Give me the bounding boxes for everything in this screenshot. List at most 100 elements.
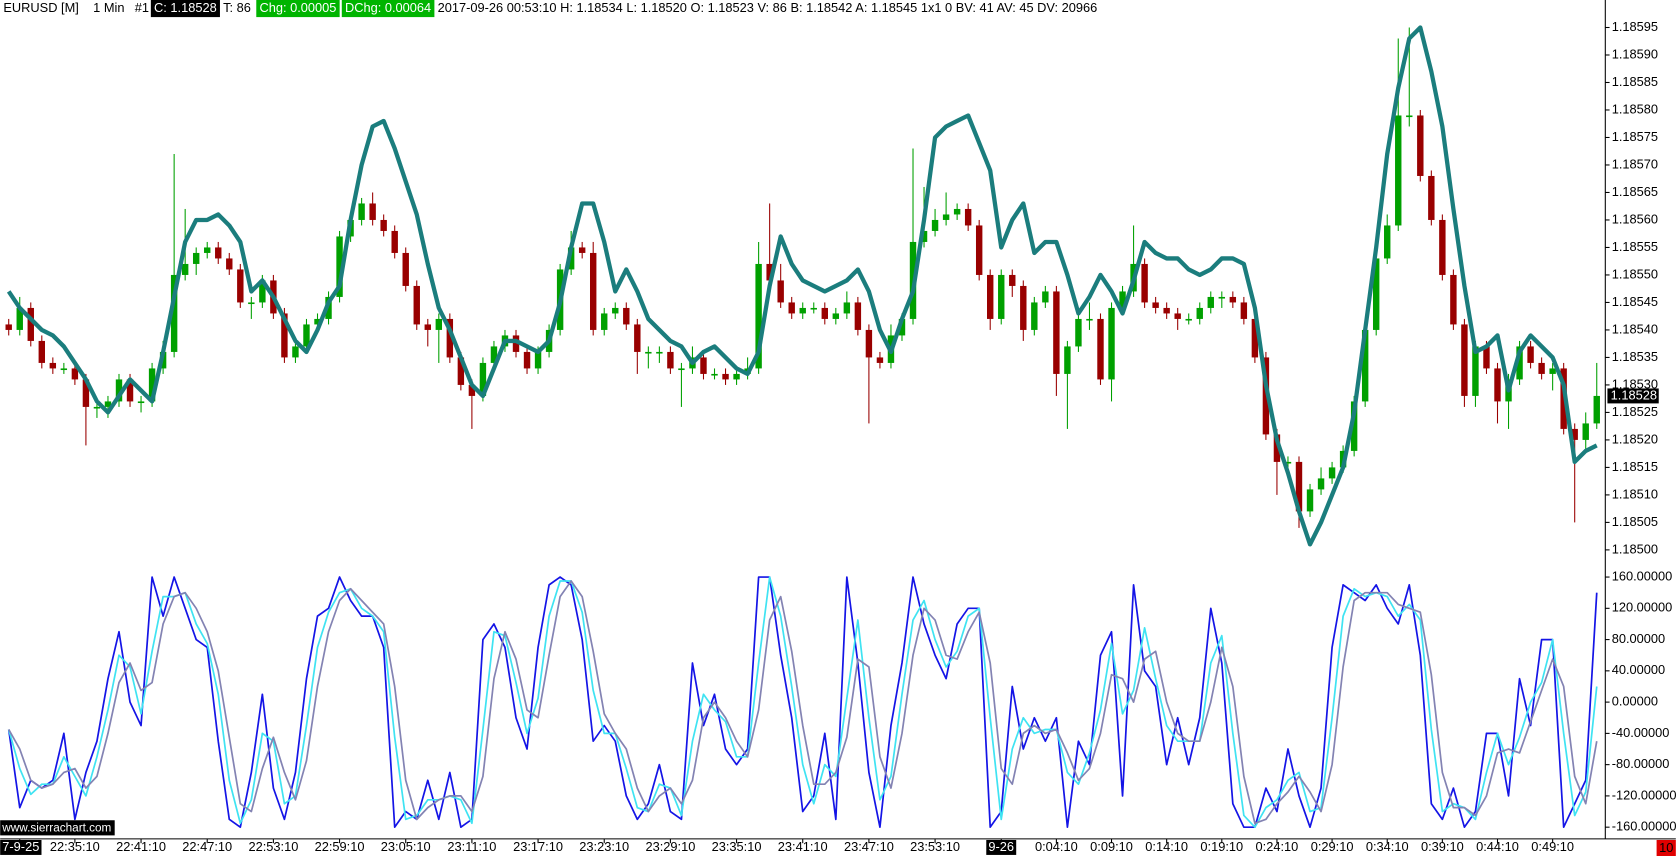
candle-body <box>755 263 762 369</box>
candle-body <box>1417 115 1424 176</box>
x-tick-label: 23:17:10 <box>513 839 563 854</box>
candle-body <box>700 357 707 374</box>
y-tick-label: 1.18525 <box>1612 404 1658 419</box>
candle-body <box>369 203 376 220</box>
y-tick-label: 1.18530 <box>1612 376 1658 391</box>
x-tick-label: 0:19:10 <box>1200 839 1243 854</box>
date-marker-box <box>0 839 42 855</box>
candle-body <box>148 368 156 402</box>
candle-body <box>226 258 233 270</box>
candle-body <box>1571 428 1578 440</box>
candle-body <box>380 219 387 231</box>
candle-body <box>1240 302 1248 319</box>
moving-average-line <box>6 25 1598 547</box>
x-tick-label: 23:11:10 <box>447 839 496 854</box>
candle-body <box>854 302 862 330</box>
title-bar: EURUSD [M] 1 Min #1 C: 1.18528 T: 86 Chg… <box>3 0 1098 18</box>
last-price-box <box>1607 388 1659 404</box>
candle-body <box>634 324 641 352</box>
last-price-label: 1.18528 <box>1611 387 1657 402</box>
candle-body <box>512 335 520 352</box>
candle-body <box>16 307 23 330</box>
candle-body <box>843 302 851 314</box>
candle-body <box>766 263 773 281</box>
candle-body <box>1372 258 1380 330</box>
daily-change-info: DChg: 0.00064 <box>345 0 431 15</box>
y-tick-label: 40.00000 <box>1612 662 1665 677</box>
candle-body <box>1141 263 1148 303</box>
badge: 10 <box>1659 840 1673 855</box>
candle-body <box>1593 395 1600 424</box>
y-tick-label: -40.00000 <box>1612 725 1670 740</box>
y-tick-label: 1.18545 <box>1612 294 1658 309</box>
candle-body <box>1295 461 1303 512</box>
bar-info: 2017-09-26 00:53:10 H: 1.18534 L: 1.1852… <box>438 0 1098 15</box>
symbol: EURUSD [M] <box>3 0 78 15</box>
candle-body <box>181 263 189 275</box>
candle-body <box>358 203 365 220</box>
y-tick-label: 1.18585 <box>1612 74 1658 89</box>
candle-body <box>314 318 321 325</box>
candle-body <box>71 368 79 380</box>
y-tick-label: 1.18580 <box>1612 101 1658 116</box>
candle-body <box>1428 175 1435 220</box>
candle-body <box>1196 307 1203 319</box>
x-tick-label: 0:09:10 <box>1090 839 1133 854</box>
candle-body <box>612 307 619 314</box>
candle-body <box>788 302 795 314</box>
x-tick-label: 0:39:10 <box>1421 839 1464 854</box>
oscillator-line <box>7 580 1598 825</box>
candle-body <box>1472 346 1479 396</box>
candle-body <box>1163 307 1170 314</box>
candle-body <box>964 208 972 226</box>
y-tick-label: 1.18595 <box>1612 19 1658 34</box>
y-tick-label: 1.18590 <box>1612 46 1658 61</box>
y-tick-label: 80.00000 <box>1612 631 1665 646</box>
x-tick-label: 22:41:10 <box>116 839 166 854</box>
y-tick-label: 1.18550 <box>1612 266 1658 281</box>
candle-body <box>1306 489 1314 512</box>
y-tick-label: 1.18555 <box>1612 239 1658 254</box>
candle-body <box>1207 296 1214 308</box>
candle-body <box>1020 285 1027 330</box>
change-info: Chg: 0.00005 <box>259 0 336 15</box>
candle-body <box>1317 478 1325 490</box>
oscillator-line <box>7 576 1598 829</box>
candle-body <box>490 346 498 363</box>
candle-body <box>953 208 961 215</box>
box <box>341 0 435 18</box>
candle-body <box>1009 274 1016 286</box>
candle-body <box>821 307 828 319</box>
timeframe: 1 Min <box>93 0 124 15</box>
candle-body <box>1174 313 1181 319</box>
candle-body <box>104 401 112 407</box>
y-tick-label: 1.18560 <box>1612 211 1658 226</box>
candle-body <box>975 225 983 275</box>
candle-body <box>810 307 817 310</box>
candle-body <box>567 247 575 270</box>
y-tick-label: 1.18570 <box>1612 156 1658 171</box>
candle-body <box>1086 318 1093 321</box>
candle-body <box>589 252 597 330</box>
candle-body <box>876 357 884 363</box>
candle-body <box>259 280 266 303</box>
candle-body <box>303 324 310 347</box>
candle-body <box>1361 329 1369 402</box>
x-tick-label: 23:47:10 <box>844 839 894 854</box>
x-tick-label: 0:49:10 <box>1531 839 1574 854</box>
candle-body <box>898 318 906 336</box>
candle-body <box>5 324 12 330</box>
candle-body <box>126 379 134 402</box>
candle-body <box>468 384 476 396</box>
date-marker-box <box>986 839 1017 855</box>
y-tick-label: 1.18505 <box>1612 514 1658 529</box>
candle-body <box>292 346 299 358</box>
candle-body <box>435 318 443 330</box>
trades-info: T: 86 <box>223 0 251 15</box>
candle-body <box>942 214 950 220</box>
candle-body <box>1064 346 1071 374</box>
candle-body <box>1218 296 1226 299</box>
candle-body <box>722 373 729 380</box>
